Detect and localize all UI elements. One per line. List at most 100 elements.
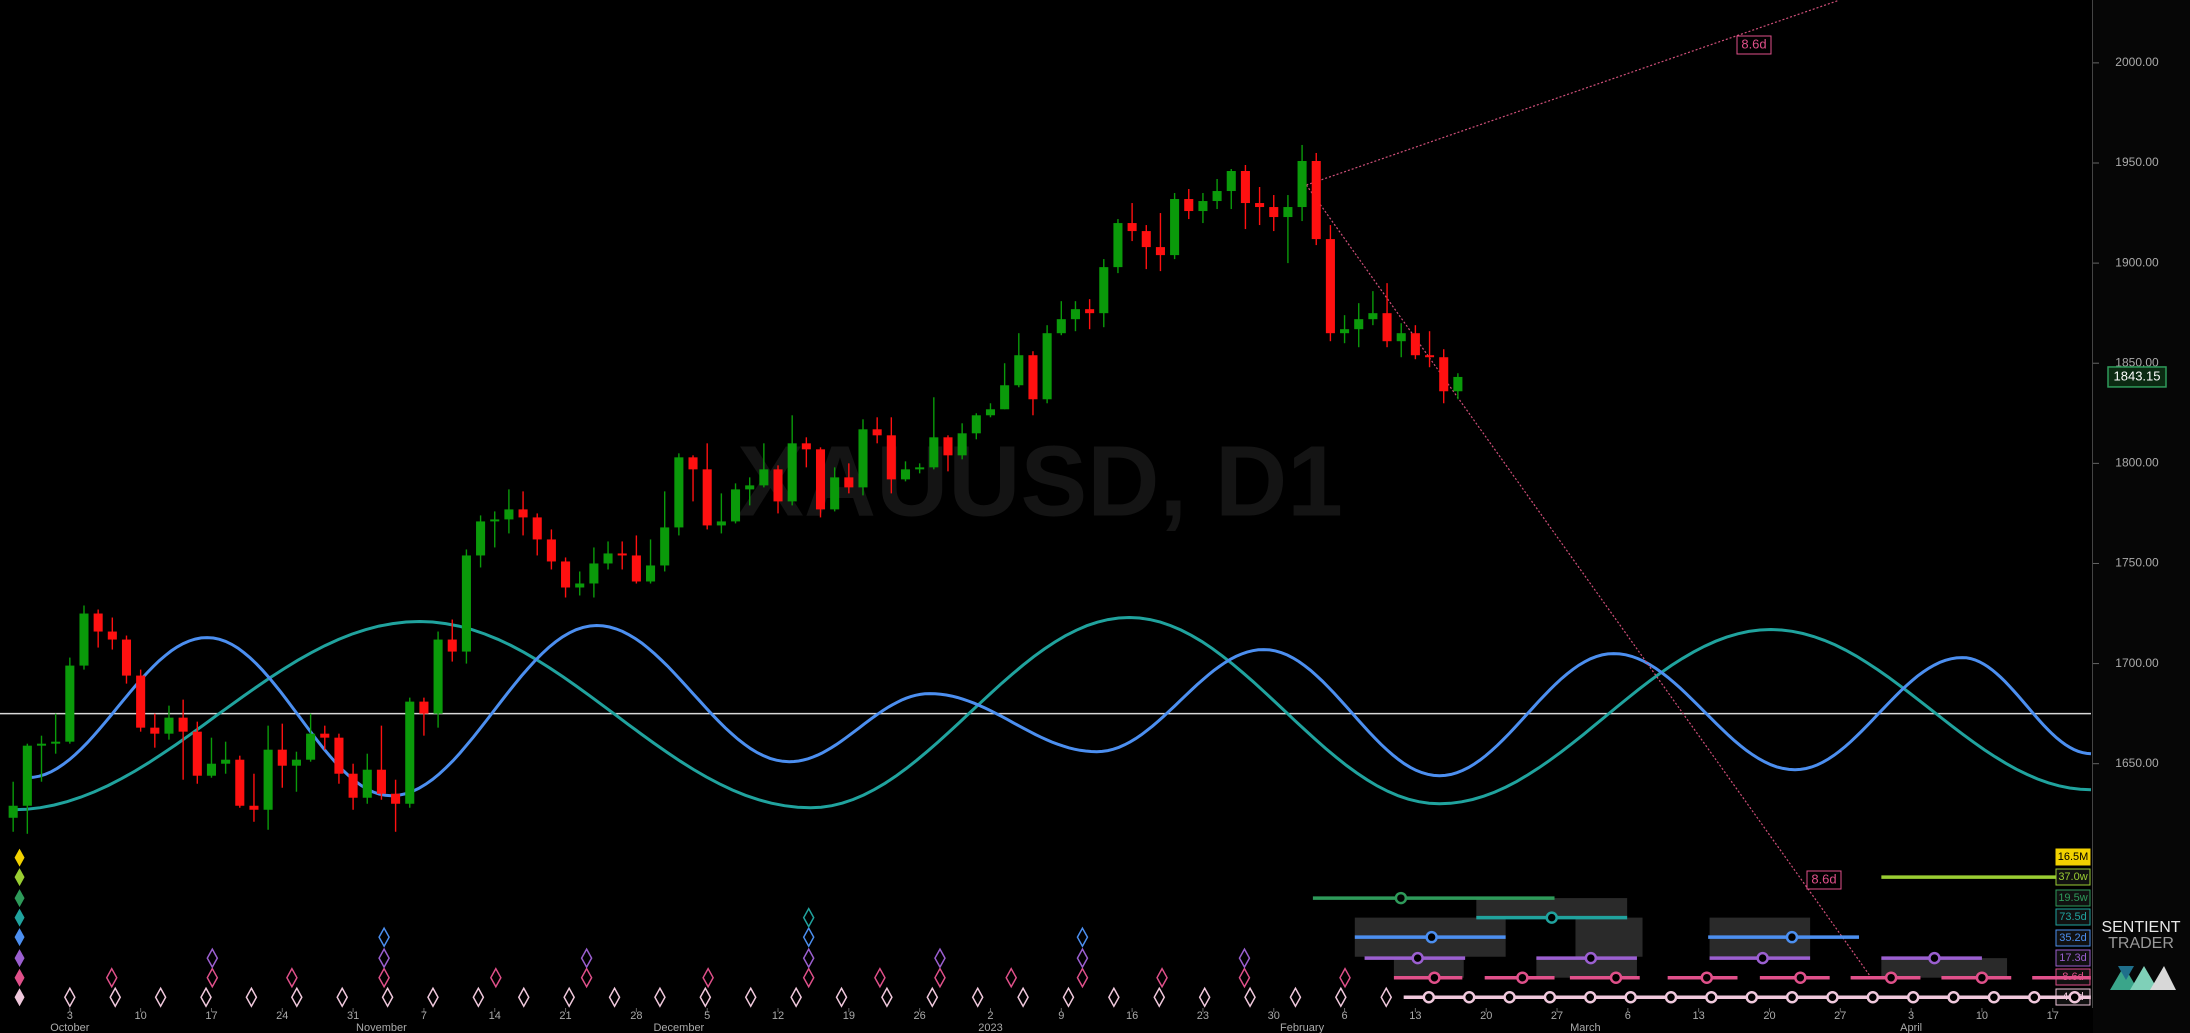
candle-body: [1155, 247, 1165, 256]
cycle-diamond: [1238, 967, 1251, 989]
x-tick-label: 27: [1551, 1010, 1563, 1022]
phase-marker: [1411, 951, 1424, 965]
candle-body: [1170, 199, 1180, 256]
cycle-label: 35.2d: [2059, 932, 2087, 944]
candle-body: [490, 519, 500, 522]
cycle-diamond: [286, 967, 298, 989]
phase-marker: [1947, 990, 1960, 1004]
x-tick-label: 9: [1058, 1010, 1064, 1022]
x-tick-label: 3: [1908, 1010, 1914, 1022]
candle-body: [1283, 207, 1293, 218]
candle-body: [249, 805, 259, 810]
logo-mark: [2118, 966, 2134, 980]
logo-mark: [2150, 966, 2176, 990]
candle-body: [844, 477, 854, 488]
candle-body: [1354, 319, 1364, 330]
candle-body: [376, 769, 386, 794]
cycle-diamond: [206, 967, 219, 989]
cycle-diamond: [802, 967, 815, 989]
candle-body: [1028, 355, 1038, 400]
y-tick-label: 1950.00: [2115, 155, 2159, 169]
x-tick-label: 17: [205, 1010, 217, 1022]
candle-body: [121, 639, 132, 676]
phase-marker: [1584, 951, 1598, 965]
x-tick-label: 13: [1409, 1010, 1421, 1022]
x-tick-label: 19: [843, 1010, 855, 1022]
candle-body: [8, 805, 18, 818]
phase-marker: [1745, 990, 1758, 1004]
candle-body: [263, 749, 273, 810]
cycle-diamond: [934, 967, 946, 989]
price-axis: [2093, 0, 2190, 1033]
cycle-diamond: [1017, 986, 1029, 1008]
cycle-diamond: [1076, 926, 1089, 948]
candle-body: [1439, 357, 1449, 392]
cycle-diamond: [580, 967, 593, 989]
x-tick-label: 31: [347, 1010, 359, 1022]
candle-body: [1212, 191, 1222, 202]
cycle-diamond: [105, 967, 118, 989]
candle-body: [886, 435, 896, 480]
phase-marker: [1584, 990, 1597, 1004]
candle-body: [51, 741, 61, 744]
phase-marker: [1987, 990, 2001, 1004]
candle-body: [1198, 201, 1208, 212]
phase-box: [1476, 898, 1628, 918]
cycle-diamond: [14, 949, 25, 968]
phase-marker: [1425, 930, 1438, 944]
candle-body: [688, 457, 698, 470]
candle-body: [1240, 171, 1250, 204]
trend-line: [1306, 0, 1838, 186]
cycle-diamond: [63, 986, 76, 1008]
cycle-diamond: [336, 986, 349, 1008]
cycle-diamond: [1062, 986, 1075, 1008]
cycle-label: 73.5d: [2059, 911, 2087, 923]
candle-body: [1141, 231, 1151, 248]
cycle-label-box: [2055, 949, 2091, 967]
cycle-diamond: [14, 968, 25, 987]
cycle-diamond: [699, 986, 712, 1008]
candle-body: [22, 745, 32, 806]
annotation: 8.6d: [1811, 871, 1836, 886]
candle-body: [929, 437, 939, 468]
y-tick-label: 1750.00: [2115, 556, 2159, 570]
candle-body: [702, 469, 712, 526]
phase-marker: [2028, 990, 2041, 1004]
candle-body: [277, 749, 287, 766]
candle-body: [235, 759, 245, 806]
phase-marker: [1503, 990, 1516, 1004]
candle-body: [192, 731, 202, 776]
candle-body: [773, 469, 783, 502]
phase-marker: [1906, 990, 1920, 1004]
candle-body: [660, 527, 670, 566]
candle-body: [1014, 355, 1024, 386]
candle-body: [985, 409, 996, 416]
cycle-diamond: [14, 908, 25, 927]
candle-body: [1099, 267, 1109, 314]
cycle-diamond: [427, 986, 439, 1008]
x-tick-label: 3: [67, 1010, 73, 1022]
y-tick-label: 2000.00: [2115, 55, 2159, 69]
candle-body: [164, 717, 174, 734]
candle-body: [759, 469, 769, 486]
cycle-diamond: [14, 928, 25, 947]
phase-marker: [1884, 971, 1898, 984]
cycle-diamond: [200, 986, 212, 1008]
phase-box: [1393, 958, 1464, 978]
x-tick-label: 16: [1126, 1010, 1138, 1022]
candle-body: [872, 429, 882, 436]
candle-body: [461, 555, 471, 652]
annotation-box: [1736, 35, 1772, 55]
candle-body: [787, 443, 797, 502]
axes: 1650.00 1700.00 1750.00 1800.00 1850.00 1900.…: [0, 55, 2167, 1033]
candle-body: [815, 449, 826, 510]
cycle-diamond: [1198, 986, 1211, 1008]
candle-body: [476, 521, 486, 556]
annotation-box: [1806, 870, 1842, 890]
x-tick-label: 6: [1625, 1010, 1631, 1022]
candle-body: [306, 733, 316, 760]
phase-marker: [1543, 990, 1557, 1004]
candle-body: [957, 433, 967, 456]
month-label: October: [50, 1022, 89, 1033]
candle-body: [362, 769, 372, 798]
